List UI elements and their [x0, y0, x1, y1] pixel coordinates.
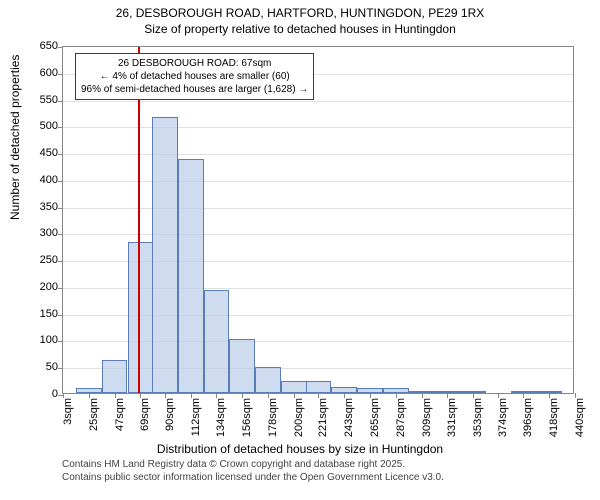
- histogram-bar: [255, 367, 281, 393]
- histogram-bar: [178, 159, 204, 393]
- y-tick: [58, 261, 63, 262]
- annotation-line3: 96% of semi-detached houses are larger (…: [81, 83, 308, 96]
- y-tick-label: 100: [8, 334, 58, 346]
- x-tick-label: 243sqm: [343, 398, 355, 448]
- x-tick-label: 112sqm: [190, 398, 202, 448]
- y-tick-label: 650: [8, 40, 58, 52]
- y-tick: [58, 315, 63, 316]
- x-tick-label: 156sqm: [241, 398, 253, 448]
- attribution: Contains HM Land Registry data © Crown c…: [62, 458, 444, 484]
- x-tick-label: 3sqm: [62, 398, 74, 448]
- y-tick-label: 250: [8, 254, 58, 266]
- y-tick: [58, 127, 63, 128]
- y-tick: [58, 368, 63, 369]
- y-tick-label: 150: [8, 308, 58, 320]
- histogram-chart: 26, DESBOROUGH ROAD, HARTFORD, HUNTINGDO…: [0, 0, 600, 500]
- y-tick: [58, 288, 63, 289]
- attribution-line2: Contains public sector information licen…: [62, 471, 444, 484]
- x-tick-label: 440sqm: [574, 398, 586, 448]
- x-tick-label: 90sqm: [164, 398, 176, 448]
- annotation-box: 26 DESBOROUGH ROAD: 67sqm ← 4% of detach…: [75, 53, 314, 100]
- chart-title-line1: 26, DESBOROUGH ROAD, HARTFORD, HUNTINGDO…: [0, 0, 600, 20]
- histogram-bar: [306, 381, 332, 393]
- x-tick-label: 353sqm: [472, 398, 484, 448]
- y-tick: [58, 74, 63, 75]
- histogram-bar: [229, 339, 255, 393]
- y-tick: [58, 181, 63, 182]
- y-tick: [58, 234, 63, 235]
- y-tick: [58, 341, 63, 342]
- x-tick-label: 178sqm: [267, 398, 279, 448]
- histogram-bar: [128, 242, 154, 393]
- y-tick: [58, 208, 63, 209]
- histogram-bar: [281, 381, 307, 393]
- x-tick-label: 374sqm: [497, 398, 509, 448]
- x-tick-label: 309sqm: [421, 398, 433, 448]
- x-tick-label: 200sqm: [293, 398, 305, 448]
- x-tick-label: 25sqm: [88, 398, 100, 448]
- x-tick-label: 221sqm: [317, 398, 329, 448]
- histogram-bar: [204, 290, 230, 393]
- annotation-line2: ← 4% of detached houses are smaller (60): [81, 70, 308, 83]
- y-tick-label: 50: [8, 361, 58, 373]
- y-tick-label: 0: [8, 388, 58, 400]
- y-tick: [58, 154, 63, 155]
- x-tick-label: 396sqm: [522, 398, 534, 448]
- x-tick-label: 418sqm: [548, 398, 560, 448]
- y-axis-label: Number of detached properties: [8, 55, 22, 220]
- x-tick-label: 47sqm: [114, 398, 126, 448]
- x-axis-label: Distribution of detached houses by size …: [0, 442, 600, 456]
- x-tick-label: 69sqm: [139, 398, 151, 448]
- histogram-bar: [102, 360, 128, 393]
- y-tick-label: 200: [8, 281, 58, 293]
- y-tick: [58, 47, 63, 48]
- y-tick-label: 300: [8, 227, 58, 239]
- plot-area: 26 DESBOROUGH ROAD: 67sqm ← 4% of detach…: [62, 46, 574, 394]
- x-tick-label: 134sqm: [215, 398, 227, 448]
- x-tick-label: 331sqm: [446, 398, 458, 448]
- annotation-line1: 26 DESBOROUGH ROAD: 67sqm: [81, 57, 308, 70]
- histogram-bar: [152, 117, 178, 393]
- y-tick: [58, 101, 63, 102]
- x-tick-label: 287sqm: [395, 398, 407, 448]
- chart-title-line2: Size of property relative to detached ho…: [0, 20, 600, 36]
- x-tick-label: 265sqm: [369, 398, 381, 448]
- attribution-line1: Contains HM Land Registry data © Crown c…: [62, 458, 444, 471]
